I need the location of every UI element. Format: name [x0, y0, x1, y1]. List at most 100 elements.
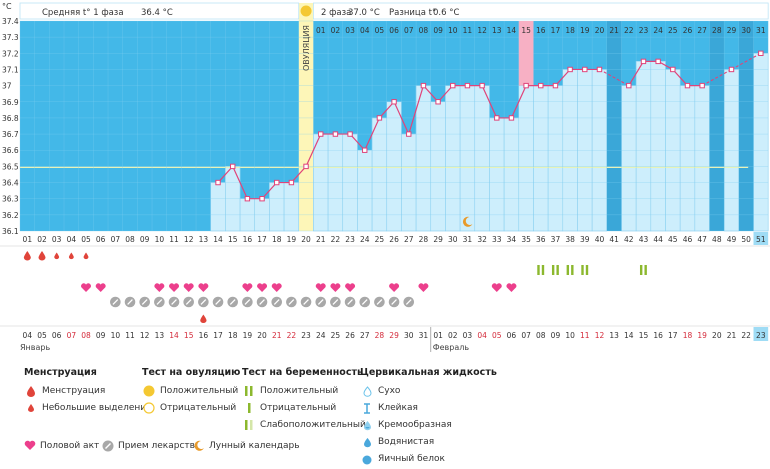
pill-icon-line: [127, 299, 133, 305]
temp-point: [494, 115, 500, 121]
temp-bar: [635, 61, 652, 232]
calendar-date-label: 18: [683, 331, 693, 340]
calendar-date-label: 02: [448, 331, 458, 340]
calendar-date-label: 11: [125, 331, 135, 340]
calendar-date-label: 21: [727, 331, 737, 340]
pregnancy-test-icon: [566, 265, 570, 275]
cycle-day-label: 12: [184, 235, 194, 244]
cycle-day-label: 20: [301, 235, 311, 244]
temp-bar: [210, 182, 226, 232]
moon-icon: [193, 440, 205, 452]
phase2-day-label: 21: [609, 26, 619, 35]
phase2-day-label: 07: [404, 26, 414, 35]
temp-point: [684, 82, 691, 89]
phase2-day-label: 23: [639, 26, 649, 35]
gridlines: [19, 20, 769, 232]
temp-point: [303, 163, 309, 170]
temp-point: [347, 131, 353, 137]
temp-bar: [650, 61, 666, 232]
temp-point: [596, 66, 603, 73]
heart-icon: [81, 283, 92, 292]
temp-point: [670, 66, 676, 73]
phase2-day-label: 09: [433, 26, 443, 35]
legend-label: Слабоположительный: [260, 420, 366, 430]
phase2-day-label: 13: [492, 26, 502, 35]
calendar-date-label: 23: [756, 331, 766, 340]
egg-white-icon: [360, 454, 374, 465]
legend-label: Водянистая: [378, 437, 435, 447]
calendar-date-label: 18: [228, 331, 238, 340]
temperature-line: [215, 50, 764, 202]
legend-cervical-fluid: Цервикальная жидкость Сухо Клейкая Кремо…: [360, 367, 497, 469]
diff-value: 0.6 °C: [433, 8, 459, 18]
pill-icon-line: [332, 299, 339, 305]
cycle-day-label: 28: [419, 235, 429, 244]
phase2-day-label: 06: [389, 26, 399, 35]
calendar-date-label: 07: [67, 331, 77, 340]
calendar-date-label: 15: [184, 331, 194, 340]
month-february: Февраль: [433, 343, 470, 352]
temp-point: [655, 58, 661, 65]
cycle-day-label: 44: [653, 235, 663, 244]
y-tick-label: 36.4: [2, 179, 19, 188]
calendar-date-label: 29: [389, 331, 399, 340]
calendar-date-label: 16: [653, 331, 663, 340]
phase2-day-label: 03: [345, 26, 355, 35]
legend-label: Отрицательный: [160, 403, 237, 413]
creamy-icon: [360, 420, 374, 431]
temp-bar: [459, 85, 476, 232]
cycle-day-label: 42: [624, 235, 634, 244]
calendar-date-label: 06: [52, 331, 62, 340]
calendar-date-label: 09: [551, 331, 561, 340]
heart-icon: [389, 283, 400, 292]
calendar-date-label: 27: [360, 331, 370, 340]
cycle-day-label: 32: [477, 235, 487, 244]
current-day-cell: [753, 232, 769, 245]
pill-icon-line: [391, 299, 397, 305]
calendar-date-label: 26: [345, 331, 355, 340]
legend-label: Небольшие выделения: [42, 403, 152, 413]
y-tick-label: 36.1: [2, 227, 19, 236]
cycle-day-label: 22: [331, 235, 341, 244]
legend-label: Менструация: [42, 386, 106, 396]
temp-bar: [489, 117, 505, 232]
moon-icon: [462, 216, 473, 227]
cycle-day-label: 04: [67, 235, 77, 244]
cycle-day-label: 47: [697, 235, 707, 244]
pill-icon-line: [171, 299, 177, 305]
temp-bar: [679, 85, 696, 232]
temp-point: [567, 66, 573, 73]
phase1-label: Средняя t° 1 фаза: [42, 8, 124, 18]
temp-point: [230, 163, 236, 170]
y-tick-label: 37.4: [2, 17, 19, 26]
cycle-day-label: 48: [712, 235, 722, 244]
small-drop-icon: [83, 252, 89, 260]
calendar-date-label: 11: [580, 331, 590, 340]
y-tick-label: 36.3: [2, 195, 19, 204]
y-unit-label: °C: [2, 2, 12, 11]
calendar-date-label: 08: [536, 331, 546, 340]
phase2-day-label: 31: [756, 26, 766, 35]
phase2-day-label: 01: [316, 26, 326, 35]
cycle-day-label: 19: [287, 235, 297, 244]
single-stripe-icon: [242, 402, 256, 414]
temp-bar: [283, 182, 300, 232]
cycle-day-label: 06: [96, 235, 106, 244]
missing-day-column: [606, 21, 622, 231]
legend-label: Отрицательный: [260, 403, 337, 413]
phase2-box: [312, 2, 769, 20]
calendar-date-label: 10: [565, 331, 575, 340]
heart-icon: [257, 283, 268, 292]
month-january: Январь: [20, 343, 50, 352]
calendar-date-label: 28: [375, 331, 385, 340]
legend-label: Половой акт: [40, 440, 100, 451]
calendar-date-label: 17: [213, 331, 223, 340]
cycle-day-label: 45: [668, 235, 678, 244]
calendar-date-label: 13: [155, 331, 165, 340]
cycle-day-label: 21: [316, 235, 326, 244]
temp-point: [538, 82, 544, 89]
pill-icon-line: [317, 299, 324, 305]
cycle-day-label: 29: [433, 235, 443, 244]
calendar-date-label: 19: [243, 331, 253, 340]
cycle-day-label: 43: [639, 235, 649, 244]
